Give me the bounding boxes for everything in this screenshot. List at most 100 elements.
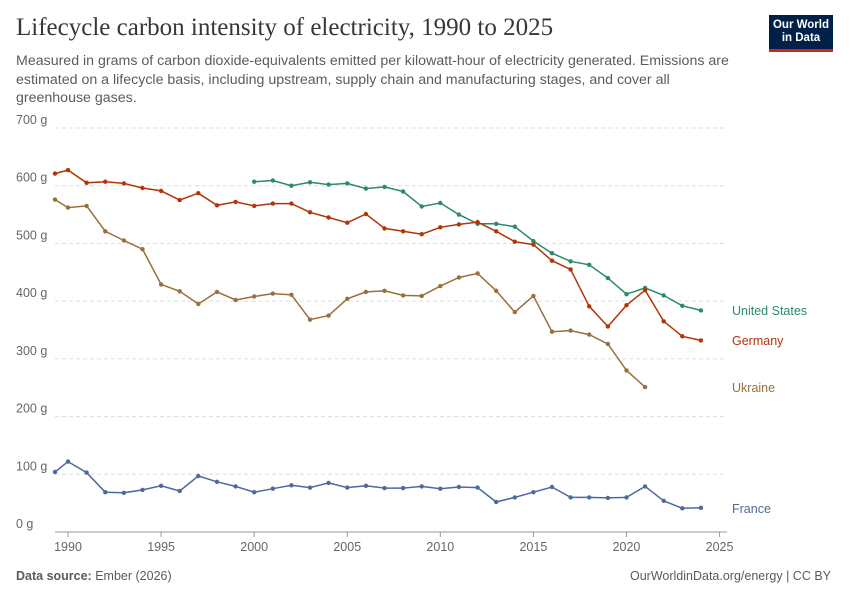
data-point	[512, 224, 517, 229]
data-point	[494, 288, 499, 293]
data-point	[363, 289, 369, 295]
x-tick-label: 1990	[54, 540, 82, 554]
data-point	[326, 182, 331, 187]
data-point	[698, 308, 704, 313]
data-source: Data source: Ember (2026)	[16, 569, 172, 583]
data-point	[494, 221, 499, 226]
data-point	[568, 259, 573, 264]
data-point	[233, 199, 238, 205]
data-point	[587, 304, 592, 309]
data-point	[84, 203, 89, 209]
data-point	[605, 495, 611, 501]
data-point	[252, 203, 257, 209]
y-tick-label: 500 g	[16, 228, 47, 242]
data-point	[382, 226, 387, 231]
footer-credit[interactable]: OurWorldinData.org/energy | CC BY	[629, 569, 831, 583]
data-point	[289, 201, 294, 206]
data-point	[233, 484, 238, 489]
x-tick-label: 2020	[613, 540, 641, 554]
data-point	[661, 498, 666, 503]
data-point	[698, 505, 704, 510]
data-point	[158, 483, 164, 488]
y-tick-label: 600 g	[16, 171, 47, 185]
data-point	[587, 262, 592, 267]
data-point	[252, 179, 257, 184]
data-point	[177, 488, 182, 494]
data-point	[252, 294, 257, 299]
data-point	[363, 211, 369, 217]
series-label: Ukraine	[732, 381, 775, 395]
data-point	[531, 293, 536, 299]
data-point	[680, 303, 685, 308]
data-point	[382, 184, 387, 190]
line-chart: 0 g 100 g 200 g 300 g 400 g 500 g 600 g 700 g 19…	[16, 113, 807, 554]
data-point	[270, 291, 275, 296]
owid-logo[interactable]: Our World in Data	[769, 15, 833, 52]
data-point	[419, 293, 424, 299]
data-point	[512, 239, 517, 244]
data-point	[531, 242, 536, 247]
data-point	[400, 189, 406, 194]
data-point	[65, 205, 71, 210]
data-point	[419, 232, 424, 237]
data-point	[624, 368, 629, 373]
y-tick-label: 100 g	[16, 459, 47, 473]
data-point	[382, 288, 387, 293]
logo-line-1: Our World	[772, 19, 829, 31]
data-point	[326, 313, 331, 318]
data-point	[587, 495, 592, 500]
data-point	[196, 473, 201, 479]
data-point	[419, 484, 424, 489]
data-point	[475, 485, 480, 490]
data-point	[568, 495, 573, 500]
data-point	[438, 200, 443, 206]
data-point	[307, 485, 313, 490]
data-point	[661, 319, 666, 324]
data-point	[605, 324, 611, 329]
y-tick-label: 300 g	[16, 344, 47, 358]
data-point	[568, 328, 573, 333]
data-point	[121, 238, 127, 243]
data-point	[698, 338, 704, 343]
data-point	[121, 181, 127, 186]
logo-line-2: in Data	[781, 32, 821, 44]
data-point	[307, 210, 313, 215]
data-point	[345, 296, 350, 301]
data-point	[456, 275, 462, 280]
data-point	[642, 484, 648, 489]
data-point	[177, 197, 182, 203]
data-point	[400, 293, 406, 298]
data-point	[475, 271, 480, 276]
data-point	[289, 292, 294, 297]
data-point	[382, 485, 387, 491]
data-point	[177, 289, 182, 294]
series-line	[254, 179, 702, 312]
data-point	[475, 219, 480, 225]
data-point	[642, 384, 648, 390]
chart-subtitle: Measured in grams of carbon dioxide-equi…	[16, 53, 729, 106]
data-point	[270, 178, 275, 183]
data-point	[549, 484, 555, 490]
data-point	[140, 487, 145, 493]
data-point	[512, 495, 517, 500]
data-point	[289, 483, 294, 488]
data-point	[52, 197, 58, 202]
data-point	[84, 470, 89, 475]
y-tick-label: 200 g	[16, 402, 47, 416]
data-point	[549, 329, 555, 334]
data-point	[252, 490, 257, 495]
data-point	[84, 180, 89, 185]
data-point	[419, 204, 424, 209]
x-tick-label: 2025	[706, 540, 734, 554]
data-point	[289, 183, 294, 188]
y-tick-label: 0 g	[16, 517, 33, 531]
data-point	[549, 251, 555, 256]
data-point	[345, 485, 350, 490]
data-point	[624, 303, 629, 308]
data-point	[642, 288, 648, 293]
data-point	[456, 484, 462, 490]
data-source-label: Data source:	[16, 569, 92, 583]
data-point	[456, 212, 462, 217]
series-label: United States	[732, 304, 807, 318]
data-source-value[interactable]: Ember (2026)	[95, 569, 172, 583]
